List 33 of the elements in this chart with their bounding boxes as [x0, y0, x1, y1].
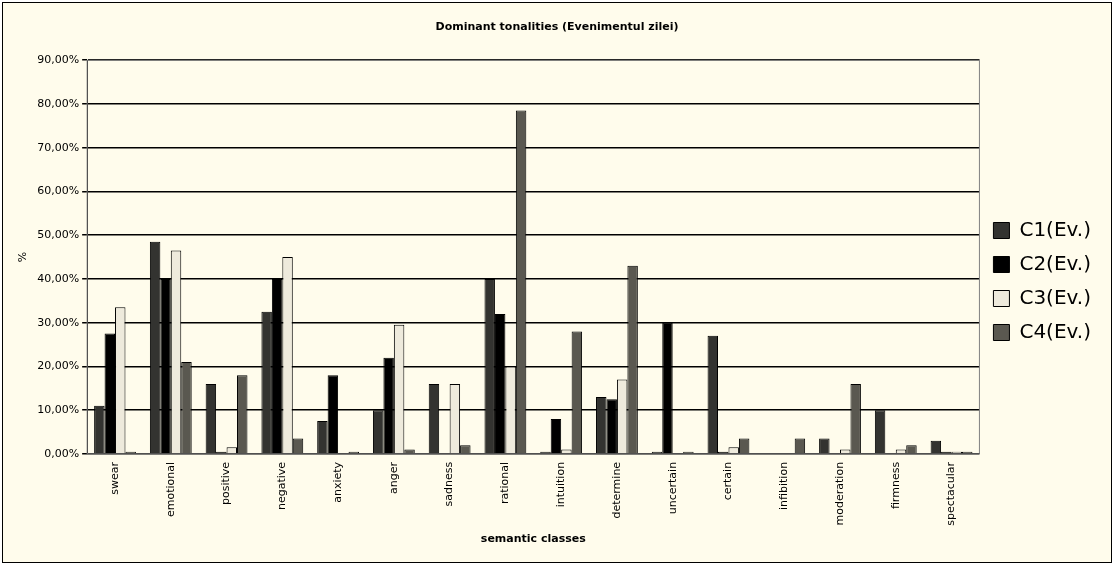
y-tick-label: 20,00% [37, 359, 80, 373]
x-tick-label: emotional [163, 461, 177, 517]
y-tick-label: 30,00% [37, 315, 80, 329]
x-tick-label: negative [275, 461, 289, 510]
y-axis-title: % [16, 251, 30, 263]
legend-label: C2(Ev.) [1019, 250, 1092, 275]
x-axis-title: semantic classes [480, 532, 587, 546]
y-tick-label: 80,00% [37, 96, 80, 110]
y-tick-label: 0,00% [44, 446, 80, 460]
x-tick-label: certain [721, 461, 735, 501]
x-tick-label: anger [386, 461, 400, 494]
x-tick-label: moderation [832, 461, 846, 526]
x-tick-label: uncertain [665, 461, 679, 515]
x-tick-label: firmness [888, 461, 902, 510]
y-tick-label: 40,00% [37, 271, 80, 285]
x-tick-label: infibition [777, 461, 791, 510]
x-tick-label: spectacular [944, 461, 958, 526]
y-tick-label: 70,00% [37, 140, 80, 154]
y-tick-label: 10,00% [37, 403, 80, 416]
legend-label: C4(Ev.) [1019, 318, 1092, 343]
x-tick-label: rational [498, 461, 512, 505]
chart-title: Dominant tonalities (Evenimentul zilei) [435, 20, 679, 34]
x-tick-label: intuition [554, 461, 568, 508]
y-tick-label: 90,00% [37, 53, 80, 67]
x-tick-label: anxiety [330, 461, 344, 503]
x-tick-label: swear [107, 461, 121, 495]
legend-label: C1(Ev.) [1019, 216, 1092, 241]
x-tick-label: determine [609, 461, 623, 519]
y-tick-label: 50,00% [37, 228, 80, 242]
x-tick-label: sadness [442, 461, 456, 507]
x-tick-label: positive [219, 461, 233, 506]
y-tick-label: 60,00% [37, 184, 80, 198]
legend-label: C3(Ev.) [1019, 284, 1092, 309]
